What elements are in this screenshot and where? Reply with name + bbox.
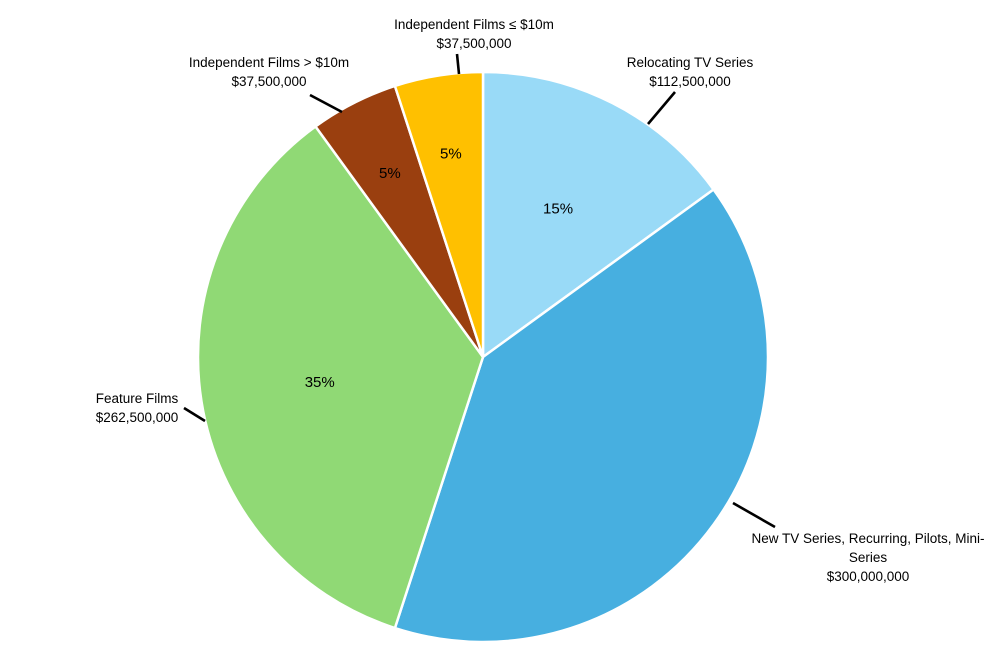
slice-new-tv-series-recurring-pilots-mini-series xyxy=(393,187,770,644)
slice-feature-films xyxy=(196,124,485,630)
slice-label-feature-films: Feature Films $262,500,000 xyxy=(96,391,179,425)
percent-label-independent-films-10m: 5% xyxy=(379,165,401,182)
slice-relocating-tv-series xyxy=(481,70,716,360)
pie-slices xyxy=(196,70,770,644)
percent-label-independent-films-10m: 5% xyxy=(440,145,462,162)
leader-line-relocating-tv-series xyxy=(647,91,676,125)
slice-label-independent-films-10m: Independent Films ≤ $10m $37,500,000 xyxy=(394,17,554,51)
slice-label-new-tv-series-recurring-pilots-mini-series: New TV Series, Recurring, Pilots, Mini-S… xyxy=(751,531,984,584)
leader-line-independent-films-10m xyxy=(455,53,461,75)
slice-independent-films-10m xyxy=(393,70,485,358)
percent-label-feature-films: 35% xyxy=(305,374,335,391)
percent-label-relocating-tv-series: 15% xyxy=(543,201,573,218)
percent-labels: 15% 35% 5% 5% xyxy=(305,145,573,391)
slice-labels: Relocating TV Series $112,500,000 New TV S… xyxy=(96,17,985,584)
slice-label-relocating-tv-series: Relocating TV Series $112,500,000 xyxy=(627,55,754,89)
slice-label-independent-films-10m: Independent Films > $10m $37,500,000 xyxy=(189,55,349,89)
leader-line-independent-films-10m xyxy=(309,93,343,114)
leader-line-feature-films xyxy=(183,406,206,423)
leader-line-new-tv-series-recurring-pilots-mini-series xyxy=(732,501,776,529)
leader-lines xyxy=(183,53,776,529)
